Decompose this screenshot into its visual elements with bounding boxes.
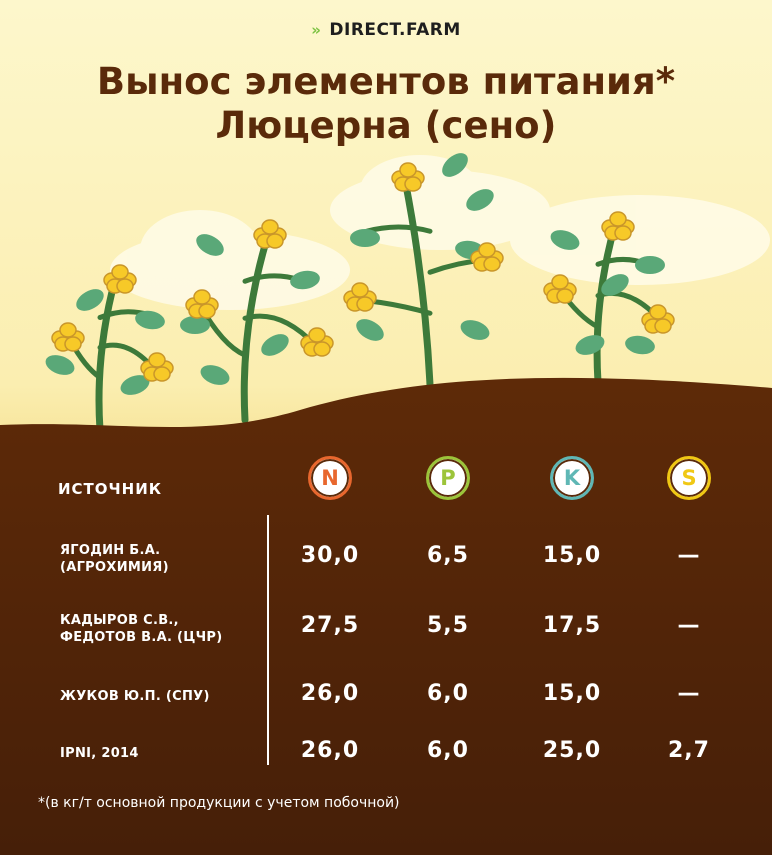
value-p: 6,0 — [427, 681, 469, 706]
flower-icon — [103, 264, 137, 294]
source-header: ИСТОЧНИК — [58, 480, 163, 498]
chevrons-right-icon: » — [311, 21, 322, 39]
flower-icon — [185, 289, 219, 319]
stem — [401, 176, 434, 389]
value-n: 26,0 — [300, 738, 360, 763]
column-divider — [267, 515, 269, 765]
leaf-icon — [575, 335, 605, 355]
leaf-icon — [290, 270, 320, 290]
clouds — [110, 155, 770, 310]
source-line: ЖУКОВ Ю.П. (СПУ) — [60, 689, 210, 704]
leaf-icon — [196, 234, 224, 256]
logo-text: DIRECT.FARM — [329, 20, 461, 40]
flower-icon — [391, 162, 425, 192]
leaf-icon — [466, 189, 494, 211]
leaf-icon — [120, 375, 150, 395]
flower-icon — [641, 304, 675, 334]
leaf-icon — [45, 355, 75, 375]
leaf-icon — [601, 274, 629, 296]
leaf-icon — [261, 334, 289, 356]
value-k: 15,0 — [542, 543, 602, 568]
stem — [95, 276, 119, 434]
footnote: *(в кг/т основной продукции с учетом поб… — [38, 795, 400, 811]
flower-icon — [51, 322, 85, 352]
leaf-icon — [200, 365, 230, 385]
element-badge-n: N — [308, 456, 352, 500]
element-badge-p: P — [426, 456, 470, 500]
alfalfa-plants — [45, 153, 675, 434]
leaf-icon — [625, 335, 655, 355]
leaf-icon — [550, 230, 580, 250]
flower-icon — [300, 327, 334, 357]
source-cell: ЖУКОВ Ю.П. (СПУ) — [60, 688, 210, 705]
stem — [593, 221, 619, 386]
title-line-2: Люцерна (сено) — [215, 104, 557, 147]
source-cell: ЯГОДИН Б.А. (АГРОХИМИЯ) — [60, 542, 169, 576]
value-s: — — [677, 543, 701, 568]
source-cell: КАДЫРОВ С.В., ФЕДОТОВ В.А. (ЦЧР) — [60, 612, 223, 646]
value-n: 27,5 — [300, 613, 360, 638]
leaf-icon — [356, 319, 384, 341]
source-line: КАДЫРОВ С.В., — [60, 613, 179, 628]
source-line: ФЕДОТОВ В.А. (ЦЧР) — [60, 630, 223, 645]
value-p: 6,0 — [427, 738, 469, 763]
flower-icon — [140, 352, 174, 382]
value-s: — — [677, 613, 701, 638]
flower-icon — [543, 274, 577, 304]
flower-icon — [470, 242, 504, 272]
stem — [240, 231, 272, 424]
leaf-icon — [180, 316, 210, 334]
value-k: 17,5 — [542, 613, 602, 638]
element-badge-k: K — [550, 456, 594, 500]
value-p: 5,5 — [427, 613, 469, 638]
flower-icon — [343, 282, 377, 312]
value-s: — — [677, 681, 701, 706]
value-s: 2,7 — [668, 738, 710, 763]
leaf-icon — [350, 229, 380, 247]
leaf-icon — [135, 310, 165, 330]
leaf-icon — [76, 289, 104, 311]
value-n: 26,0 — [300, 681, 360, 706]
value-k: 25,0 — [542, 738, 602, 763]
leaf-icon — [635, 256, 665, 274]
leaf-icon — [460, 320, 490, 340]
element-badge-s: S — [667, 456, 711, 500]
value-p: 6,5 — [427, 543, 469, 568]
flower-icon — [601, 211, 635, 241]
logo: » DIRECT.FARM — [0, 20, 772, 40]
source-line: ЯГОДИН Б.А. — [60, 543, 161, 558]
leaf-icon — [442, 153, 468, 177]
value-n: 30,0 — [300, 543, 360, 568]
source-cell: IPNI, 2014 — [60, 745, 139, 762]
value-k: 15,0 — [542, 681, 602, 706]
source-line: (АГРОХИМИЯ) — [60, 560, 169, 575]
title-line-1: Вынос элементов питания* — [96, 60, 676, 103]
source-line: IPNI, 2014 — [60, 746, 139, 761]
flower-icon — [253, 219, 287, 249]
